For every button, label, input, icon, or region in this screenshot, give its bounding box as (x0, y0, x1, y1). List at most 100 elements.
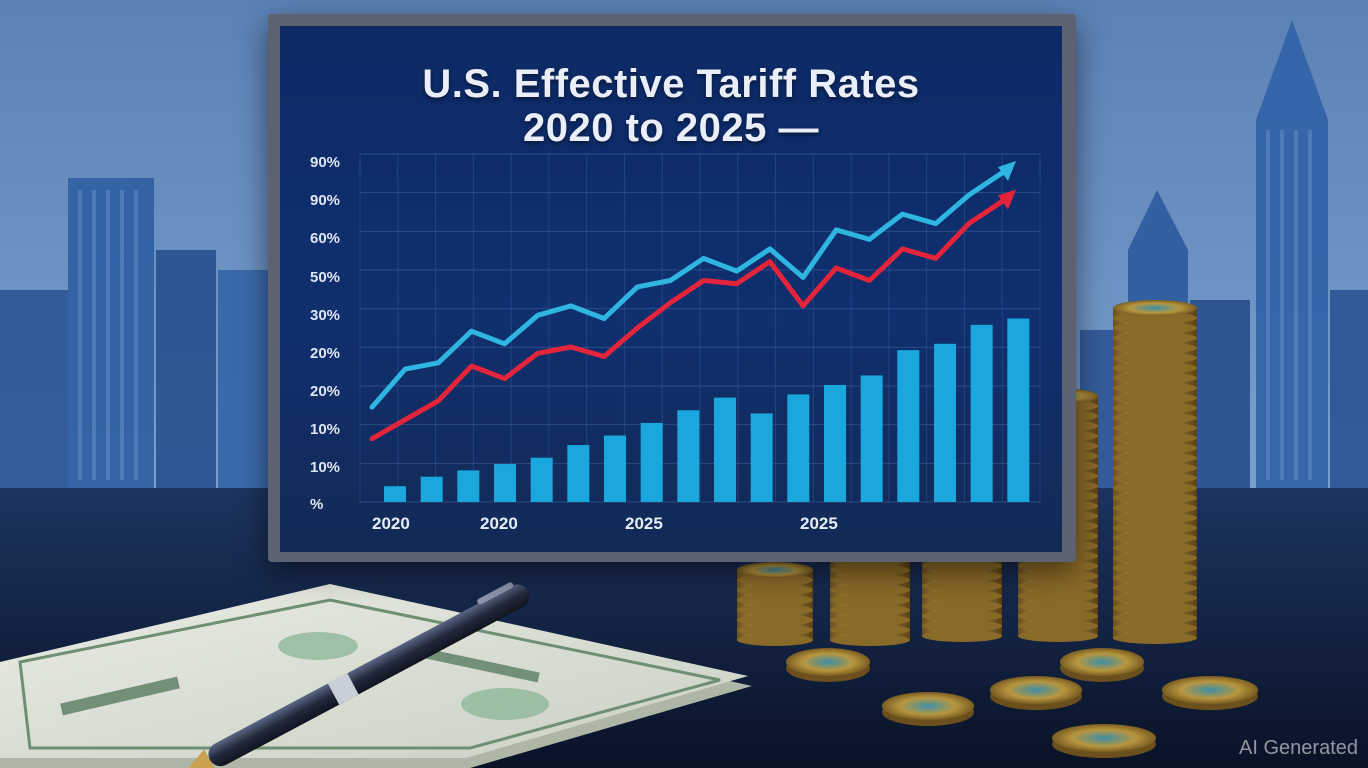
coin-top (737, 562, 813, 578)
bar (934, 343, 956, 502)
coin-rim (1113, 352, 1197, 364)
y-label: 20% (310, 383, 341, 400)
coin-rim (922, 630, 1002, 642)
y-label: 20% (310, 345, 341, 362)
coin-rim (1018, 620, 1098, 632)
bar (567, 445, 590, 502)
coin-rim (1018, 570, 1098, 582)
coin-rim (922, 580, 1002, 592)
coin-rim (1113, 582, 1197, 594)
coin-top (1113, 300, 1197, 316)
coin-rim (1113, 492, 1197, 504)
coin-rim (1113, 342, 1197, 354)
coin-rim (1113, 472, 1197, 484)
coin-rim (1113, 442, 1197, 454)
coin-rim (830, 574, 910, 586)
red-series-line (369, 199, 1005, 442)
loose-coin (990, 676, 1082, 704)
coin-rim (1113, 622, 1197, 634)
bar (750, 413, 773, 502)
chart-screen: U.S. Effective Tariff Rates 2020 to 2025… (280, 26, 1062, 552)
coin-rim (1113, 592, 1197, 604)
coin-rim (1113, 562, 1197, 574)
coin-rim (1113, 412, 1197, 424)
loose-coin (1162, 676, 1258, 704)
loose-coin (882, 692, 974, 720)
y-label: 50% (310, 269, 341, 286)
building-windows (78, 130, 1312, 480)
red-arrow-head (998, 189, 1016, 210)
chart-plot (359, 153, 1041, 503)
y-label: 10% (310, 421, 341, 438)
coin-rim (1113, 462, 1197, 474)
coin-rim (1018, 580, 1098, 592)
cyan-arrow-head (998, 160, 1016, 181)
bar (824, 384, 846, 502)
coin-rim (922, 620, 1002, 632)
coin-rim (830, 634, 910, 646)
bar (420, 476, 443, 502)
coin-rim (1113, 602, 1197, 614)
coin-rim (1113, 382, 1197, 394)
coin-rim (1113, 612, 1197, 624)
coin-rim (737, 584, 813, 596)
chart-title-line2: 2020 to 2025 — (522, 106, 820, 150)
coin-rim (737, 574, 813, 586)
x-label: 2020 (480, 514, 518, 533)
coin-rim (1113, 552, 1197, 564)
y-label: % (310, 496, 324, 513)
coin-rim (1113, 422, 1197, 434)
bar (384, 486, 406, 502)
x-label: 2025 (800, 514, 838, 533)
coin-rim (922, 560, 1002, 572)
bar (530, 457, 553, 502)
coin-rim (1113, 432, 1197, 444)
bar (897, 350, 920, 502)
x-label: 2025 (625, 514, 663, 533)
coin-rim (830, 624, 910, 636)
coin-rim (737, 594, 813, 606)
coin-rim (737, 634, 813, 646)
loose-coin (1052, 724, 1156, 752)
coin-rim (737, 614, 813, 626)
coin-rim (1113, 332, 1197, 344)
coin-rim (1018, 630, 1098, 642)
y-label: 30% (310, 307, 341, 324)
coin-rim (1113, 502, 1197, 514)
y-label: 90% (310, 192, 341, 209)
cyan-series-line (369, 170, 1005, 410)
bar (604, 435, 626, 502)
bar (970, 324, 993, 502)
bar (640, 422, 663, 502)
coin-rim (1113, 532, 1197, 544)
coin-rim (1018, 610, 1098, 622)
y-label: 60% (310, 230, 341, 247)
coin-rim (830, 594, 910, 606)
coin-rim (1018, 600, 1098, 612)
chart-title-line1: U.S. Effective Tariff Rates (422, 62, 920, 106)
bar (677, 410, 700, 502)
coin-rim (737, 624, 813, 636)
loose-coin (786, 648, 870, 676)
coin-rim (1113, 632, 1197, 644)
coin-rim (922, 610, 1002, 622)
coin-rim (1018, 560, 1098, 572)
coin-rim (830, 584, 910, 596)
coin-rim (1113, 312, 1197, 324)
coin-rim (1113, 522, 1197, 534)
coin-rim (737, 604, 813, 616)
y-label: 90% (310, 154, 341, 171)
bar (787, 394, 810, 502)
coin-rim (1113, 372, 1197, 384)
monitor: U.S. Effective Tariff Rates 2020 to 2025… (268, 14, 1076, 562)
bar (494, 464, 516, 502)
coin-rim (1113, 392, 1197, 404)
coin-rim (1018, 590, 1098, 602)
coin-rim (1113, 452, 1197, 464)
coin-rim (1113, 362, 1197, 374)
coin-rim (1113, 572, 1197, 584)
coin-rim (922, 570, 1002, 582)
coin-rim (1113, 322, 1197, 334)
coin-rim (1113, 402, 1197, 414)
bar (860, 375, 883, 502)
